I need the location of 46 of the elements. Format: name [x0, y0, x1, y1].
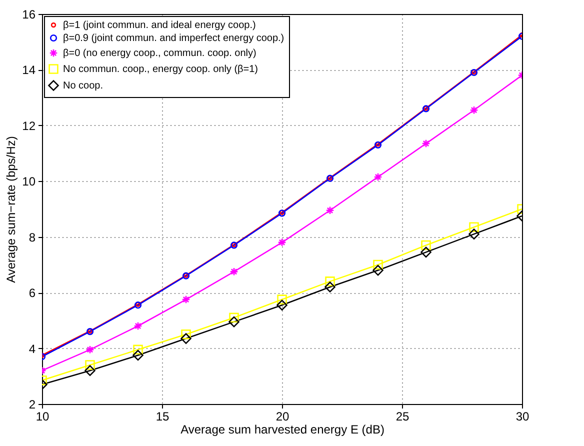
point	[278, 238, 286, 247]
point	[277, 294, 287, 304]
point	[421, 240, 431, 250]
point	[422, 139, 430, 148]
point	[325, 276, 335, 286]
point	[230, 267, 238, 276]
point	[132, 350, 144, 361]
point	[134, 322, 142, 330]
y-tick-label: 14	[22, 63, 36, 78]
legend-label: β=0.9 (joint commun. and imperfect energy coop.)	[63, 33, 284, 44]
y-tick-label: 2	[28, 398, 36, 412]
y-tick-label: 4	[28, 342, 36, 356]
point	[374, 172, 382, 182]
y-tick-label: 12	[22, 118, 36, 133]
point	[85, 360, 95, 370]
y-tick-label: 16	[22, 8, 36, 22]
point	[133, 344, 143, 355]
y-tick-label: 10	[22, 174, 36, 189]
y-tick-label: 8	[28, 230, 36, 244]
point	[326, 206, 334, 215]
x-tick-label: 15	[156, 410, 170, 424]
point	[469, 222, 479, 232]
legend-label: No commun. coop., energy coop. only (β=1)	[63, 64, 258, 75]
y-tick-label: 6	[28, 286, 36, 300]
point	[84, 365, 96, 376]
point	[180, 333, 192, 344]
point	[324, 282, 336, 292]
x-axis-title: Average sum harvested energy E (dB)	[180, 422, 384, 436]
x-tick-label: 25	[396, 410, 410, 424]
point	[228, 316, 240, 328]
point	[181, 329, 191, 340]
x-tick-label: 30	[516, 410, 530, 424]
point	[468, 228, 480, 240]
point	[276, 300, 288, 310]
point	[182, 295, 190, 304]
point	[372, 264, 384, 276]
point	[373, 260, 383, 270]
legend-label: No coop.	[63, 80, 104, 92]
point	[229, 312, 239, 323]
point	[470, 106, 478, 114]
point	[86, 345, 94, 354]
x-tick-label: 20	[276, 410, 290, 424]
point	[420, 246, 432, 258]
legend-label: β=1 (joint commun. and ideal energy coop.)	[63, 20, 256, 31]
y-axis-title: Average sum−rate (bps/Hz)	[4, 136, 18, 283]
legend-label: β=0 (no energy coop., commun. coop. only)	[63, 48, 256, 59]
